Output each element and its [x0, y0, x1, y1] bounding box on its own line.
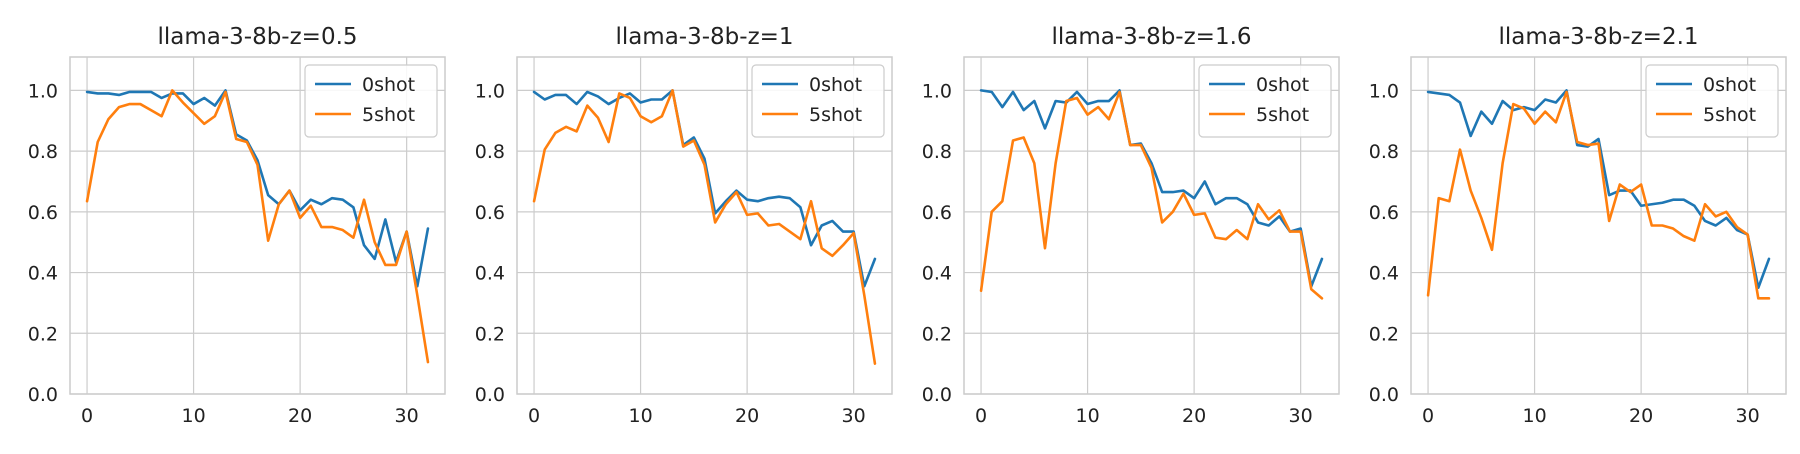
x-tick-label: 30 [1289, 405, 1313, 427]
chart-panel-3: 0.0 0.2 0.4 0.6 0.8 1.0 0 10 20 30 llama-3-8b-z=1.… [922, 24, 1340, 427]
chart-panel-4: 0.0 0.2 0.4 0.6 0.8 1.0 0 10 20 30 llama-3-8b-z=2.… [1369, 24, 1787, 427]
x-tick-label: 30 [1736, 405, 1760, 427]
y-tick-label: 0.0 [1369, 384, 1399, 406]
y-tick-label: 1.0 [475, 80, 505, 102]
y-tick-label: 0.2 [475, 323, 505, 345]
series-line-5shot [85, 89, 430, 364]
x-tick-label: 0 [528, 405, 540, 427]
legend-label-5shot: 5shot [1256, 104, 1309, 126]
legend-label-0shot: 0shot [1256, 74, 1309, 96]
series-line-5shot [532, 89, 877, 365]
legend-label-5shot: 5shot [362, 104, 415, 126]
y-tick-label: 0.4 [922, 263, 952, 285]
y-tick-label: 0.8 [28, 141, 58, 163]
y-tick-label: 0.0 [28, 384, 58, 406]
x-tick-label: 20 [1629, 405, 1653, 427]
y-tick-label: 0.4 [475, 263, 505, 285]
chart-title: llama-3-8b-z=1 [615, 24, 793, 50]
legend-label-5shot: 5shot [809, 104, 862, 126]
x-tick-label: 10 [628, 405, 652, 427]
plot-frame [69, 56, 446, 395]
y-tick-label: 0.8 [475, 141, 505, 163]
y-tick-label: 1.0 [922, 80, 952, 102]
chart-title: llama-3-8b-z=0.5 [157, 24, 357, 50]
y-tick-label: 0.6 [1369, 202, 1399, 224]
y-tick-label: 0.8 [1369, 141, 1399, 163]
chart-title: llama-3-8b-z=2.1 [1498, 24, 1698, 50]
series-line-0shot [85, 89, 430, 288]
x-tick-label: 20 [1182, 405, 1206, 427]
x-tick-label: 10 [181, 405, 205, 427]
series-line-5shot [1426, 90, 1771, 300]
legend-label-0shot: 0shot [362, 74, 415, 96]
y-tick-label: 0.2 [28, 323, 58, 345]
y-tick-label: 0.6 [475, 202, 505, 224]
plot-frame [516, 56, 893, 395]
x-tick-label: 0 [975, 405, 987, 427]
series-line-0shot [1426, 89, 1771, 290]
x-tick-label: 10 [1075, 405, 1099, 427]
y-tick-label: 0.6 [28, 202, 58, 224]
chart-panel-2: 0.0 0.2 0.4 0.6 0.8 1.0 0 10 20 30 llama-3-8b-z=1 0… [475, 24, 893, 427]
y-tick-label: 0.4 [1369, 263, 1399, 285]
x-tick-label: 30 [395, 405, 419, 427]
plot-frame [963, 56, 1340, 395]
x-tick-label: 0 [81, 405, 93, 427]
x-tick-label: 20 [288, 405, 312, 427]
x-tick-label: 30 [842, 405, 866, 427]
x-tick-label: 0 [1422, 405, 1434, 427]
y-tick-label: 0.0 [475, 384, 505, 406]
y-tick-label: 1.0 [1369, 80, 1399, 102]
y-tick-label: 0.6 [922, 202, 952, 224]
legend-label-0shot: 0shot [1703, 74, 1756, 96]
y-tick-label: 0.4 [28, 263, 58, 285]
y-tick-label: 0.2 [1369, 323, 1399, 345]
x-tick-label: 10 [1522, 405, 1546, 427]
y-tick-label: 0.2 [922, 323, 952, 345]
chart-title: llama-3-8b-z=1.6 [1051, 24, 1251, 50]
legend-label-5shot: 5shot [1703, 104, 1756, 126]
x-tick-label: 20 [735, 405, 759, 427]
legend-label-0shot: 0shot [809, 74, 862, 96]
y-tick-label: 0.0 [922, 384, 952, 406]
y-tick-label: 1.0 [28, 80, 58, 102]
series-line-0shot [979, 89, 1324, 288]
plot-frame [1410, 56, 1787, 395]
chart-panel-1: 0.0 0.2 0.4 0.6 0.8 1.0 0 10 20 30 llama-3-8b-z=0.… [28, 24, 446, 427]
series-line-5shot [979, 90, 1324, 300]
y-tick-label: 0.8 [922, 141, 952, 163]
